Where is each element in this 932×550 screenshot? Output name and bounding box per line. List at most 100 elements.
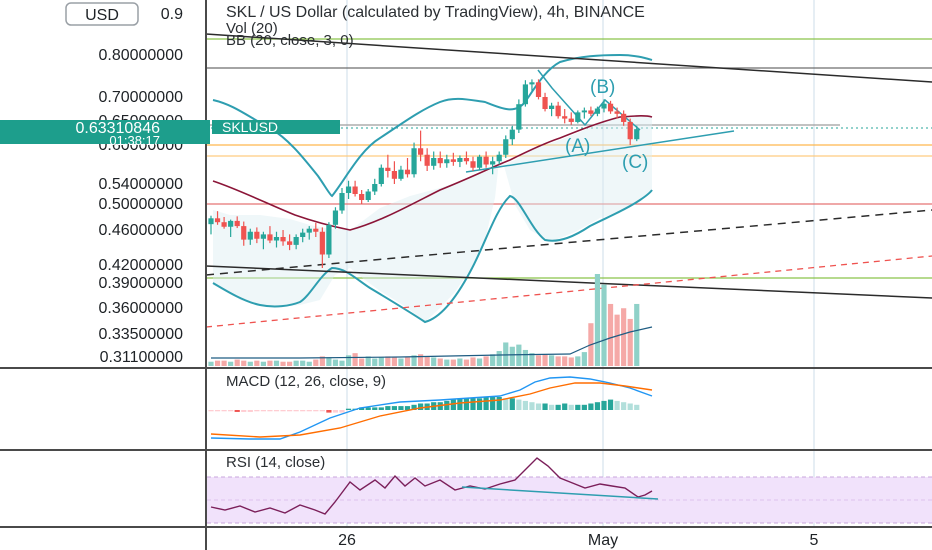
candle-body [470,161,476,168]
volume-bar [594,274,601,366]
macd-line [210,376,653,440]
volume-bar [313,359,319,366]
price-tick-label: 0.42000000 [98,257,183,274]
candle-body [581,110,587,113]
volume-bar [306,361,312,366]
macd-histogram-bar [359,407,365,410]
candle-body [509,129,515,140]
candle-body [522,84,528,105]
volume-bar [627,318,633,366]
macd-histogram-bar [214,410,221,412]
candle-body [483,156,489,165]
volume-bar [470,357,476,366]
rsi-line [210,457,653,515]
price-tick-label: 0.9 [161,6,183,23]
macd-histogram-bar [332,410,339,413]
legend-rsi: RSI (14, close) [226,454,325,471]
volume-bar [522,349,528,366]
volume-bar [444,359,450,366]
volume-bar [280,361,286,366]
volume-bar [365,356,371,366]
time-tick-label: 5 [810,532,819,549]
candle-body [293,237,299,245]
macd-histogram-bar [404,406,411,410]
candle-body [306,228,312,233]
macd-histogram-bar [339,410,345,413]
volume-bar [431,357,437,366]
candle-body [634,129,640,140]
macd-histogram-bar [621,402,627,410]
candle-body [404,169,411,175]
candle-body [391,171,397,179]
currency-button[interactable]: USD [65,2,139,26]
time-axis: 26 May 5 [338,532,818,549]
macd-histogram-bar [509,398,515,410]
macd-histogram-bar [634,404,640,410]
macd-histogram-bar [450,399,456,410]
volume-bar [352,353,358,366]
macd-histogram-bar [470,398,476,410]
volume-bar [503,342,509,366]
macd-histogram-bar [385,406,391,410]
candle-body [319,231,325,255]
macd-histogram-bar [627,403,633,410]
macd-histogram-bar [607,399,614,410]
volume-bar [326,357,332,366]
grid-lines [346,0,815,527]
macd-histogram-bar [542,403,548,410]
price-tick-label: 0.33500000 [98,326,183,343]
volume-bar [614,314,620,366]
macd-pane [208,376,653,440]
macd-histogram-bar [476,398,483,410]
candle-body [208,218,214,225]
volume-bar [555,356,561,366]
symbol-box [212,120,340,134]
macd-histogram-bar [228,410,234,412]
macd-histogram-bar [378,407,384,410]
candle-body [431,158,437,166]
macd-histogram-bar [562,403,568,410]
candle-body [287,241,293,245]
price-tick-label: 0.70000000 [98,89,183,106]
macd-histogram-bar [483,397,489,410]
candle-body [214,218,221,223]
volume-bar [463,359,470,366]
macd-histogram-bar [588,403,594,410]
candle-body [542,97,548,109]
volume-bar [509,346,515,366]
last-price-countdown: 01:38:17 [109,133,160,148]
macd-histogram-bar [345,408,352,410]
volume-bar [247,361,253,366]
macd-histogram-bar [581,404,587,410]
macd-histogram-bar [614,400,620,410]
candle-body [621,113,627,122]
candle-body [280,237,286,242]
candle-body [627,121,633,140]
candle-body [562,116,568,119]
rsi-pane [207,457,932,524]
volume-bar [575,356,581,366]
candle-body [228,220,234,227]
volume-bar [450,359,456,366]
last-price-value: 0.63310846 [75,120,160,137]
candle-body [568,118,574,122]
candle-body [575,112,581,122]
macd-histogram-bar [391,406,397,410]
macd-histogram-bar [221,410,227,412]
bollinger-bands [212,53,653,324]
candle-body [418,148,424,155]
volume-bar [372,358,378,366]
currency-button-frame [65,2,139,26]
candle-body [594,108,601,114]
candle-body [332,210,339,225]
macd-histogram-bar [313,410,319,412]
candle-body [254,231,260,239]
volume-bar [214,360,221,366]
macd-histogram-bar [372,407,378,410]
legend-bollinger: BB (20, close, 3, 0) [226,32,354,49]
macd-histogram-bar [398,406,404,410]
macd-histogram-bar [319,410,325,412]
volume-bar [418,354,424,366]
